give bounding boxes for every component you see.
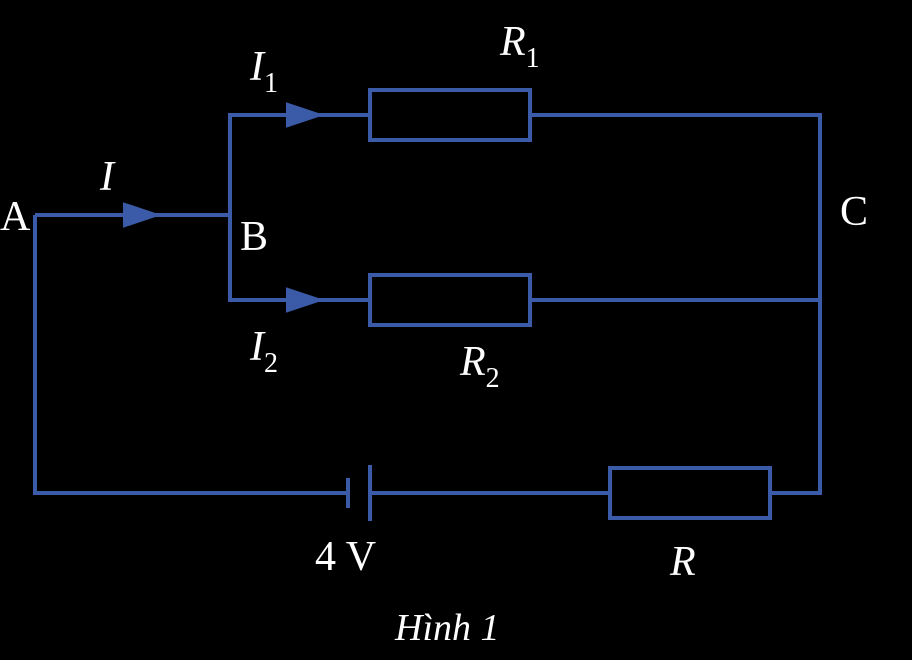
wire-B-up bbox=[230, 115, 370, 215]
resistor-R1 bbox=[370, 90, 530, 140]
current-I-label: I bbox=[99, 154, 116, 200]
resistor-R1-label: R1 bbox=[499, 19, 540, 74]
resistor-R2 bbox=[370, 275, 530, 325]
current-I2-arrow bbox=[288, 290, 318, 310]
resistor-R-label: R bbox=[669, 539, 696, 585]
node-B-label: B bbox=[240, 214, 268, 260]
current-I1-label: I1 bbox=[249, 44, 278, 99]
wire-C-down bbox=[770, 215, 820, 493]
wire-R1-C bbox=[530, 115, 820, 215]
current-I2-label: I2 bbox=[249, 324, 278, 379]
resistor-R bbox=[610, 468, 770, 518]
node-C-label: C bbox=[840, 189, 868, 235]
resistor-R2-label: R2 bbox=[459, 339, 500, 394]
figure-caption: Hình 1 bbox=[394, 607, 500, 649]
circuit-diagram: A B C I I1 I2 R1 R2 R 4 V Hình 1 bbox=[0, 0, 912, 660]
node-A-label: A bbox=[0, 194, 31, 240]
wire-battery-A bbox=[35, 215, 348, 493]
wire-R2-C bbox=[530, 215, 820, 300]
current-I1-arrow bbox=[288, 105, 318, 125]
current-I-arrow bbox=[125, 205, 155, 225]
battery-label: 4 V bbox=[315, 534, 376, 580]
